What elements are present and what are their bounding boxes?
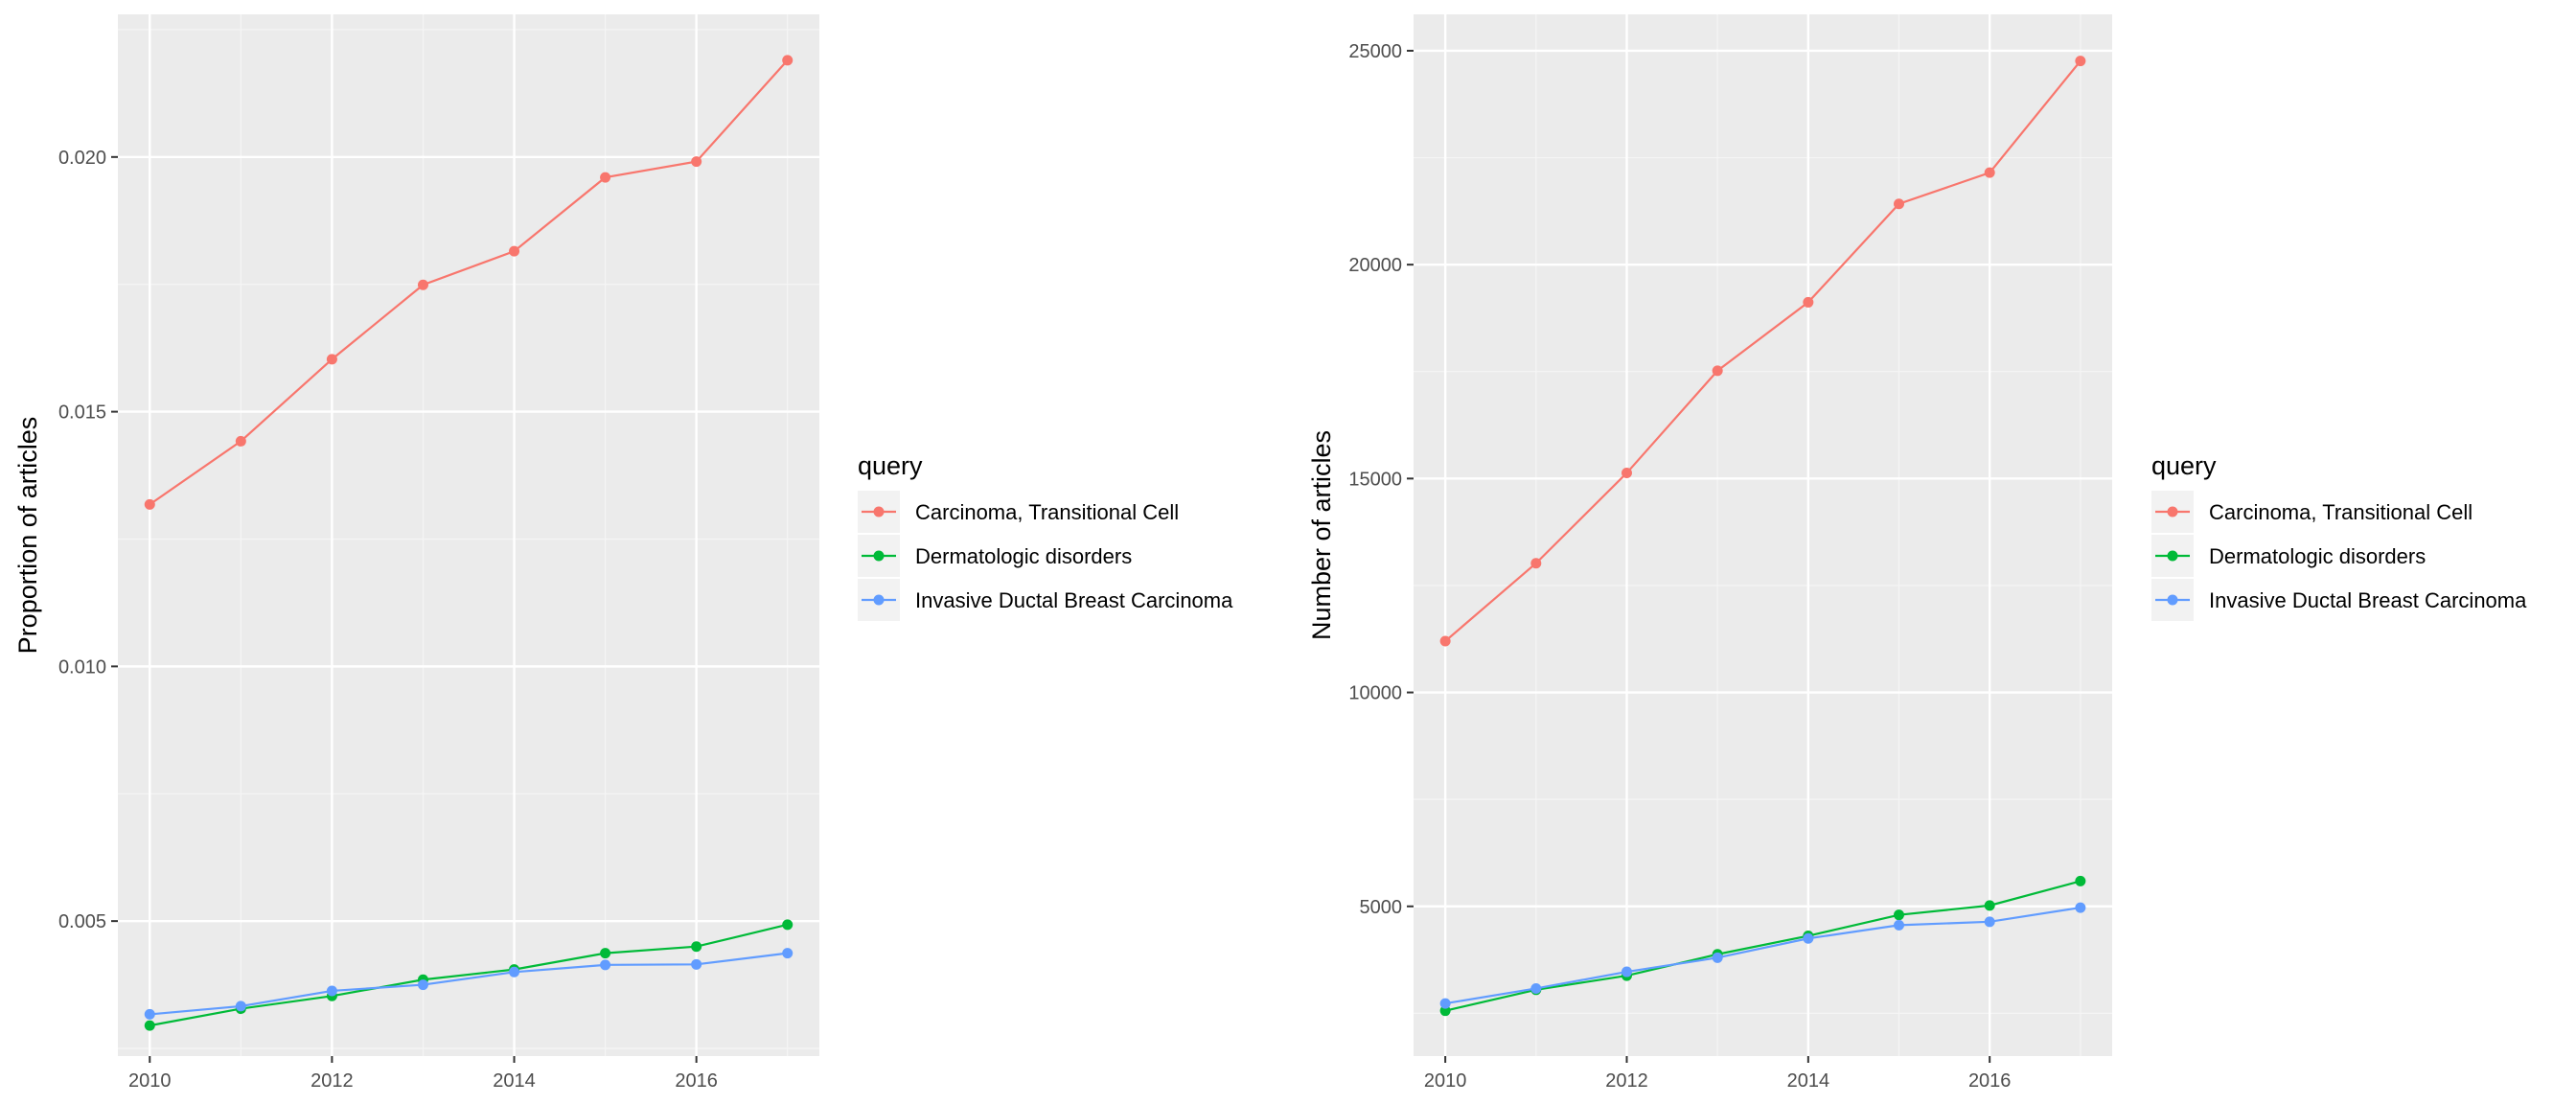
data-point [1984,916,1995,928]
legend-key-point [873,550,885,562]
data-point [1439,1005,1451,1017]
chart-panel: 2010 2012 2014 2016 0.005 0.010 0.015 0.020 Prop… [13,14,1233,1092]
data-point [1984,900,1995,911]
data-point [144,498,155,510]
data-point [1439,998,1451,1009]
data-point [1894,919,1905,931]
data-point [144,1008,155,1020]
data-point [235,1000,246,1012]
data-point [1621,468,1632,479]
y-tick-label: 5000 [1360,897,1403,918]
y-axis-title: Number of articles [1307,430,1336,640]
data-point [1803,296,1814,308]
data-point [1712,952,1723,963]
legend: query Carcinoma, Transitional Cell Dermato… [858,451,1233,621]
legend-label: Dermatologic disorders [915,544,1132,568]
series-line [150,923,788,1027]
chart-panel: 2010 2012 2014 2016 5000 10000 15000 20000 25000… [1307,14,2527,1092]
data-point [1894,198,1905,210]
y-tick-label: 20000 [1348,255,1402,276]
plot-panel-background [1414,14,2112,1056]
data-point [326,354,337,365]
series-line [150,952,788,1016]
data-point [509,245,520,257]
data-point [235,435,246,447]
legend-key-point [873,594,885,606]
legend-title: query [2151,451,2217,480]
data-point [2075,56,2086,67]
x-tick-label: 2014 [1787,1070,1830,1092]
data-point [417,979,428,991]
data-point [144,1020,155,1031]
x-tick-label: 2010 [128,1070,172,1092]
y-tick-label: 25000 [1348,41,1402,62]
x-tick-label: 2016 [1968,1070,2012,1092]
legend: query Carcinoma, Transitional Cell Dermato… [2151,451,2527,621]
x-tick-label: 2014 [493,1070,536,1092]
data-point [1803,932,1814,944]
legend-label: Invasive Ductal Breast Carcinoma [2209,588,2527,612]
data-point [1530,982,1542,994]
legend-title: query [858,451,923,480]
legend-key-point [2167,550,2178,562]
y-tick-label: 15000 [1348,469,1402,490]
series-line [1444,880,2082,1012]
data-point [691,156,702,168]
legend-key-point [873,506,885,518]
series-line [1444,59,2082,642]
data-point [782,919,794,931]
y-tick-label: 0.005 [58,911,106,932]
data-point [782,55,794,66]
y-tick-label: 10000 [1348,683,1402,704]
data-point [417,279,428,290]
data-point [326,985,337,997]
plot-panel-background [118,14,819,1056]
legend-key-point [2167,594,2178,606]
data-point [600,172,611,183]
y-axis-title: Proportion of articles [13,417,42,655]
data-point [1894,909,1905,921]
data-point [509,966,520,978]
data-point [1621,966,1632,978]
legend-label: Invasive Ductal Breast Carcinoma [915,588,1233,612]
data-point [691,958,702,970]
x-tick-label: 2016 [675,1070,718,1092]
series-line [1444,907,2082,1005]
data-point [1530,558,1542,569]
y-tick-label: 0.020 [58,148,106,169]
x-tick-label: 2012 [1605,1070,1648,1092]
legend-key-point [2167,506,2178,518]
data-point [1439,635,1451,647]
y-tick-label: 0.015 [58,402,106,424]
data-point [600,948,611,959]
data-point [600,959,611,971]
x-tick-label: 2012 [310,1070,354,1092]
legend-label: Carcinoma, Transitional Cell [915,500,1179,524]
y-tick-label: 0.010 [58,656,106,678]
data-point [2075,875,2086,886]
data-point [782,948,794,959]
x-tick-label: 2010 [1424,1070,1467,1092]
legend-label: Dermatologic disorders [2209,544,2426,568]
data-point [691,941,702,953]
series-line [149,59,789,506]
data-point [2075,902,2086,913]
data-point [1984,167,1995,178]
legend-label: Carcinoma, Transitional Cell [2209,500,2472,524]
data-point [1712,365,1723,377]
